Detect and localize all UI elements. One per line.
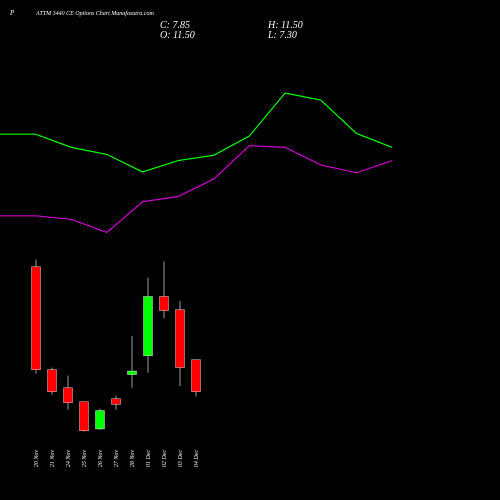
candle-body	[175, 309, 185, 368]
candle-body	[79, 401, 89, 431]
candle-body	[47, 369, 57, 392]
x-tick-label: 20 Nov	[34, 450, 40, 468]
x-tick-label: 02 Dec	[162, 450, 168, 467]
x-tick-label: 01 Dec	[146, 450, 152, 467]
candle-body	[191, 359, 201, 392]
ohlc-label: L: 7.30	[267, 30, 297, 41]
candle-body	[31, 266, 41, 370]
chart-subtitle: ATTM 3440 CE Options Chart Munafasutra.c…	[35, 10, 154, 17]
ohlc-label: C: 7.85	[160, 20, 190, 31]
indicator-line	[0, 92, 393, 173]
candle-body	[127, 370, 137, 375]
ohlc-label: O: 11.50	[160, 30, 195, 41]
candle-body	[143, 296, 153, 356]
candle-body	[95, 410, 105, 430]
x-tick-label: 04 Dec	[193, 450, 200, 467]
x-tick-label: 21 Nov	[50, 450, 56, 468]
candle-body	[63, 387, 73, 403]
x-tick-label: 27 Nov	[114, 450, 120, 468]
x-tick-label: 26 Nov	[98, 450, 104, 468]
ohlc-label: H: 11.50	[267, 20, 303, 31]
chart-title: P	[9, 9, 15, 17]
candle-body	[159, 296, 169, 311]
x-tick-label: 24 Nov	[65, 450, 72, 468]
x-tick-label: 28 Nov	[130, 450, 136, 468]
x-tick-label: 03 Dec	[178, 450, 184, 467]
candle-body	[111, 398, 121, 405]
x-tick-label: 25 Nov	[82, 450, 88, 468]
indicator-line	[0, 145, 393, 234]
